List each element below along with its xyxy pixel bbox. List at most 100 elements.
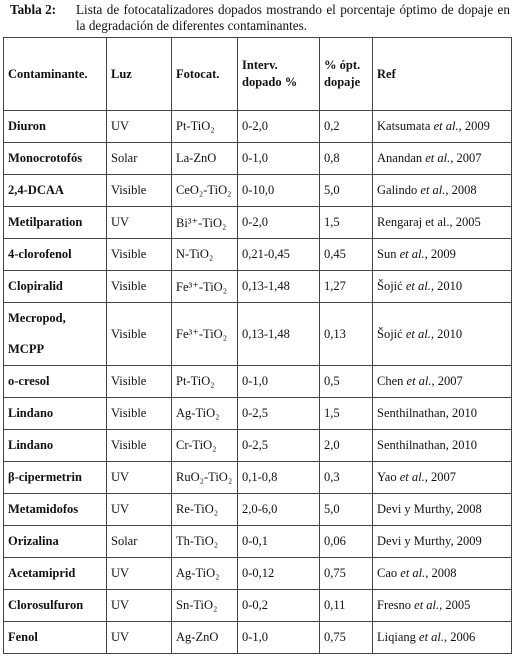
ref-cell: Devi y Murthy, 2008 (372, 493, 512, 526)
ref-cell: Šojić et al., 2010 (372, 270, 512, 303)
fotocat-cell: CeO₂-TiO₂ (171, 174, 238, 207)
fotocat-cell: N-TiO₂ (171, 238, 238, 271)
luz-cell: Solar (106, 142, 172, 175)
ref-ref-a: Cao (377, 566, 401, 580)
ref-cell: Galindo et al., 2008 (372, 174, 512, 207)
header-fotocat: Fotocat. (171, 37, 238, 111)
fotocat-cell: Ag-TiO₂ (171, 397, 238, 430)
interv-cell: 0-0,2 (237, 589, 320, 622)
opt-cell: 0,5 (319, 365, 373, 398)
table-row: 2,4-DCAA Visible CeO₂-TiO₂ 0-10,0 5,0 Galindo… (3, 174, 512, 207)
ref-cell: Fresno et al., 2005 (372, 589, 512, 622)
interv-cell: 0-1,0 (237, 365, 320, 398)
interv-cell: 2,0-6,0 (237, 493, 320, 526)
opt-cell: 0,45 (319, 238, 373, 271)
ref-ref-i: et al. (406, 374, 432, 388)
opt-cell: 0,8 (319, 142, 373, 175)
ref-ref-b: , 2007 (450, 151, 482, 165)
ref-ref-a: Šojić (377, 326, 406, 341)
interv-cell: 0,1-0,8 (237, 461, 320, 494)
fotocat-cell: Bi³⁺-TiO₂ (171, 206, 238, 239)
table-row: Metamidofos UV Re-TiO₂ 2,0-6,0 5,0 Devi y Mur… (3, 493, 512, 526)
contaminante-cell: Metilparation (3, 206, 107, 239)
ref-ref-i: et al. (399, 470, 425, 484)
ref-ref-a: Chen (377, 374, 407, 388)
table-row: o-cresol Visible Pt-TiO₂ 0-1,0 0,5 Chen et al… (3, 365, 512, 398)
opt-cell: 0,75 (319, 621, 373, 654)
fotocat-cell: RuO₂-TiO₂ (171, 461, 238, 494)
contaminante-cell: Clopiralid (3, 270, 107, 303)
table-row: Lindano Visible Ag-TiO₂ 0-2,5 1,5 Senthilnath… (3, 397, 512, 430)
luz-cell: Visible (106, 365, 172, 398)
ref-ref-a: Anandan (377, 151, 426, 165)
ref-ref-i: et al. (419, 630, 445, 644)
ref-ref-i: et al. (420, 183, 446, 197)
contaminante-cell: Fenol (3, 621, 107, 654)
interv-cell: 0-2,0 (237, 206, 320, 239)
ref-ref-i: et al. (400, 566, 426, 580)
luz-cell: UV (106, 589, 172, 622)
fotocat-cell: Fe³⁺-TiO₂ (171, 270, 238, 303)
contaminante-cell: Orizalina (3, 525, 107, 558)
ref-ref-b: , 2009 (458, 119, 490, 133)
ref-ref-b: , 2009 (424, 247, 456, 261)
ref-cell: Liqiang et al., 2006 (372, 621, 512, 654)
ref-cell: Sun et al., 2009 (372, 238, 512, 271)
ref-ref-b: , 2005 (439, 598, 471, 612)
ref-ref-b: , 2007 (431, 374, 463, 388)
luz-cell: Visible (106, 174, 172, 207)
header-row: Contaminante. Luz Fotocat. Interv. dopad… (3, 37, 512, 111)
contaminante-cell: Metamidofos (3, 493, 107, 526)
opt-cell: 0,75 (319, 557, 373, 590)
fotocat-cell: Pt-TiO₂ (171, 365, 238, 398)
header-interv: Interv. dopado % (237, 37, 320, 111)
fotocat-cell: Re-TiO₂ (171, 493, 238, 526)
header-ref: Ref (372, 37, 512, 111)
opt-cell: 1,5 (319, 206, 373, 239)
ref-ref-b: , 2006 (444, 630, 476, 644)
luz-cell: Visible (106, 238, 172, 271)
ref-cell: Yao et al., 2007 (372, 461, 512, 494)
ref-cell: Rengaraj et al., 2005 (372, 206, 512, 239)
ref-ref-a: Senthilnathan, 2010 (377, 406, 477, 420)
table-row: Fenol UV Ag-ZnO 0-1,0 0,75 Liqiang et al., 20… (3, 621, 512, 654)
luz-cell: UV (106, 461, 172, 494)
luz-cell: Visible (106, 302, 172, 366)
ref-ref-a: Sun (377, 247, 400, 261)
ref-ref-i: et al. (414, 598, 440, 612)
contaminante-cell: 4-clorofenol (3, 238, 107, 271)
luz-cell: Visible (106, 270, 172, 303)
contaminante-cell: β-cipermetrin (3, 461, 107, 494)
table-row: Monocrotofós Solar La-ZnO 0-1,0 0,8 Anandan e… (3, 142, 512, 175)
opt-cell: 5,0 (319, 174, 373, 207)
ref-ref-a: Yao (377, 470, 400, 484)
ref-cell: Senthilnathan, 2010 (372, 429, 512, 462)
luz-cell: UV (106, 110, 172, 143)
table-row: β-cipermetrin UV RuO₂-TiO₂ 0,1-0,8 0,3 Yao et… (3, 461, 512, 494)
table-row: Acetamiprid UV Ag-TiO₂ 0-0,12 0,75 Cao et al.… (3, 557, 512, 590)
opt-cell: 0,2 (319, 110, 373, 143)
luz-cell: UV (106, 621, 172, 654)
interv-cell: 0,13-1,48 (237, 302, 320, 366)
table-row: Metilparation UV Bi³⁺-TiO₂ 0-2,0 1,5 Rengaraj… (3, 206, 512, 239)
header-luz: Luz (106, 37, 172, 111)
table-row: Diuron UV Pt-TiO₂ 0-2,0 0,2 Katsumata et al.,… (3, 110, 512, 143)
interv-cell: 0-0,1 (237, 525, 320, 558)
fotocat-cell: Pt-TiO₂ (171, 110, 238, 143)
ref-ref-a: Fresno (377, 598, 415, 612)
interv-cell: 0-2,5 (237, 397, 320, 430)
contaminante-cell: Lindano (3, 429, 107, 462)
ref-ref-b: , 2008 (445, 183, 477, 197)
opt-cell: 1,5 (319, 397, 373, 430)
fotocat-cell: Sn-TiO₂ (171, 589, 238, 622)
ref-ref-a: Devi y Murthy, 2009 (377, 534, 482, 548)
table-caption: Tabla 2: Lista de fotocatalizadores dopa… (10, 2, 510, 34)
contaminante-cell: o-cresol (3, 365, 107, 398)
interv-cell: 0,21-0,45 (237, 238, 320, 271)
opt-cell: 1,27 (319, 270, 373, 303)
ref-ref-a: Devi y Murthy, 2008 (377, 502, 482, 516)
table-row: Clorosulfuron UV Sn-TiO₂ 0-0,2 0,11 Fresno et… (3, 589, 512, 622)
interv-cell: 0-1,0 (237, 142, 320, 175)
interv-cell: 0-0,12 (237, 557, 320, 590)
ref-cell: Chen et al., 2007 (372, 365, 512, 398)
